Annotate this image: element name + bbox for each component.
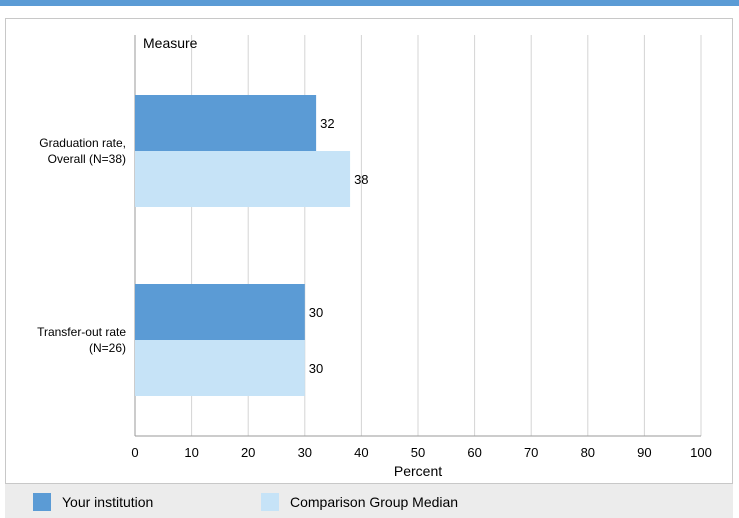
x-tick-label-70: 70 <box>524 445 538 460</box>
legend-swatch-your-institution <box>33 493 51 511</box>
chart-panel: Measure 0 10 20 30 40 50 60 70 80 90 100 Percent 32 38… <box>5 18 733 484</box>
top-accent-bar <box>0 0 739 6</box>
x-tick-label-100: 100 <box>690 445 712 460</box>
data-label-comparison-group-median-0: 38 <box>354 172 368 187</box>
bar-chart: Measure 0 10 20 30 40 50 60 70 80 90 100 Percent 32 38… <box>37 35 712 479</box>
bar-your-institution-0 <box>135 95 317 151</box>
data-label-your-institution-0: 32 <box>320 116 334 131</box>
bar-your-institution-1 <box>135 284 305 340</box>
x-tick-label-60: 60 <box>467 445 481 460</box>
category-label-0-line-0: Graduation rate, <box>39 136 126 150</box>
x-axis-title: Percent <box>394 463 442 479</box>
x-tick-label-20: 20 <box>241 445 255 460</box>
x-tick-label-50: 50 <box>411 445 425 460</box>
category-axis-title: Measure <box>143 35 198 51</box>
bar-comparison-group-median-1 <box>135 340 305 396</box>
category-label-0-line-1: Overall (N=38) <box>48 152 126 166</box>
legend-label-your-institution: Your institution <box>62 494 154 510</box>
data-label-your-institution-1: 30 <box>309 305 323 320</box>
x-tick-label-0: 0 <box>131 445 138 460</box>
bar-comparison-group-median-0 <box>135 151 351 207</box>
x-tick-label-10: 10 <box>184 445 198 460</box>
category-label-1-line-1: (N=26) <box>89 341 126 355</box>
x-tick-label-40: 40 <box>354 445 368 460</box>
legend-label-comparison-group-median: Comparison Group Median <box>290 494 459 510</box>
data-label-comparison-group-median-1: 30 <box>309 361 323 376</box>
legend-swatch-comparison-group-median <box>261 493 279 511</box>
x-tick-label-80: 80 <box>581 445 595 460</box>
legend: Your institution Comparison Group Median <box>5 484 733 518</box>
x-tick-label-30: 30 <box>298 445 312 460</box>
category-label-1-line-0: Transfer-out rate <box>37 325 126 339</box>
x-tick-label-90: 90 <box>637 445 651 460</box>
